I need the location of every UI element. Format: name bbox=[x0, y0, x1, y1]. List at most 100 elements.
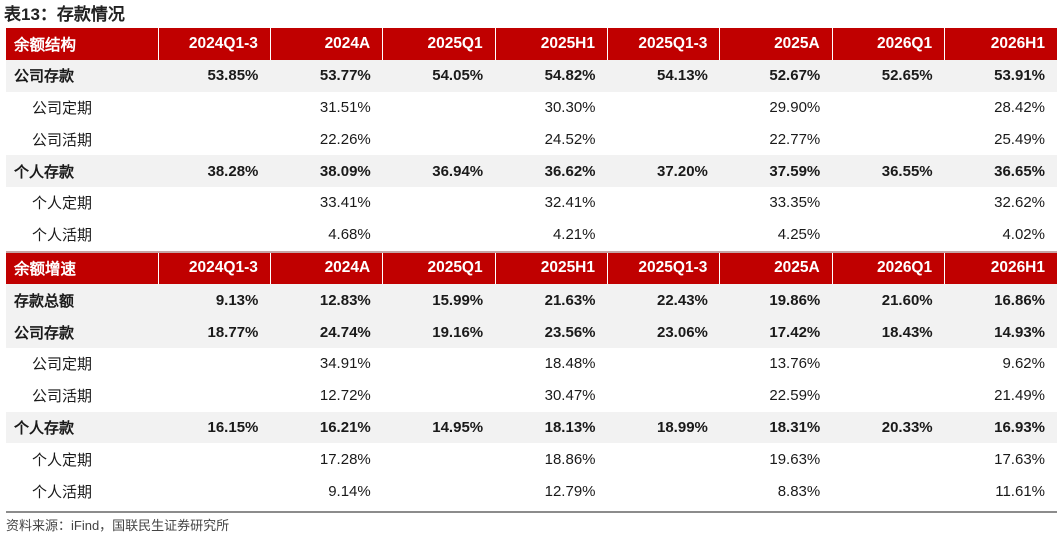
table-cell: 19.16% bbox=[382, 316, 496, 348]
table-cell bbox=[382, 443, 496, 476]
row-label: 公司活期 bbox=[6, 379, 158, 412]
row-label: 个人活期 bbox=[6, 218, 158, 252]
table-cell: 54.13% bbox=[607, 59, 720, 92]
table-cell: 12.79% bbox=[495, 475, 608, 507]
table-cell: 21.49% bbox=[944, 379, 1057, 412]
table-cell bbox=[607, 91, 720, 124]
table-cell: 38.09% bbox=[270, 155, 383, 187]
table-row: 公司定期 31.51% 30.30% 29.90% 28.42% bbox=[6, 91, 1057, 124]
table-cell bbox=[158, 443, 271, 476]
table-cell: 16.21% bbox=[270, 411, 383, 444]
table-cell: 31.51% bbox=[270, 91, 383, 124]
table-row: 个人定期 17.28% 18.86% 19.63% 17.63% bbox=[6, 443, 1057, 476]
table-cell bbox=[382, 91, 496, 124]
row-label: 个人定期 bbox=[6, 186, 158, 219]
table-cell: 21.60% bbox=[832, 284, 945, 317]
table-cell: 18.31% bbox=[719, 411, 833, 444]
table-cell: 20.33% bbox=[832, 411, 945, 444]
table-cell bbox=[158, 379, 271, 412]
table-row: 个人定期 33.41% 32.41% 33.35% 32.62% bbox=[6, 186, 1057, 219]
table-cell: 24.52% bbox=[495, 123, 608, 156]
table-cell bbox=[607, 186, 720, 219]
table-cell: 22.26% bbox=[270, 123, 383, 156]
table-cell: 4.25% bbox=[719, 218, 833, 252]
table-cell: 21.63% bbox=[495, 284, 608, 317]
table-cell: 12.72% bbox=[270, 379, 383, 412]
table-cell: 9.14% bbox=[270, 475, 383, 507]
source-note: 资料来源：iFind，国联民生证券研究所 bbox=[6, 518, 230, 533]
table-cell: 52.65% bbox=[832, 59, 945, 92]
table-row: 个人存款 38.28% 38.09% 36.94% 36.62% 37.20% 37.59%… bbox=[6, 155, 1057, 187]
column-header: 2025H1 bbox=[494, 250, 608, 285]
table-cell: 13.76% bbox=[719, 347, 833, 380]
table-cell: 4.02% bbox=[944, 218, 1057, 252]
table-cell: 36.94% bbox=[382, 155, 496, 187]
table-cell bbox=[158, 123, 271, 156]
table-cell: 18.13% bbox=[495, 411, 608, 444]
row-label: 个人定期 bbox=[6, 443, 158, 476]
table-cell bbox=[607, 218, 720, 252]
table-cell: 18.99% bbox=[607, 411, 720, 444]
row-label: 个人活期 bbox=[6, 475, 158, 507]
table-cell: 8.83% bbox=[719, 475, 833, 507]
table-cell: 18.77% bbox=[158, 316, 271, 348]
column-header: 2024A bbox=[269, 250, 383, 285]
column-header: 2025A bbox=[719, 28, 833, 60]
table-cell: 22.59% bbox=[719, 379, 833, 412]
table-cell bbox=[832, 379, 945, 412]
table-cell: 36.62% bbox=[495, 155, 608, 187]
table-cell: 30.47% bbox=[495, 379, 608, 412]
table-cell: 15.99% bbox=[382, 284, 496, 317]
table-cell: 38.28% bbox=[158, 155, 271, 187]
table-cell: 53.91% bbox=[944, 59, 1057, 92]
table-cell: 9.62% bbox=[944, 347, 1057, 380]
table-cell: 19.86% bbox=[719, 284, 833, 317]
table-cell: 52.67% bbox=[719, 59, 833, 92]
column-header: 2025Q1-3 bbox=[606, 250, 720, 285]
table-cell: 23.56% bbox=[495, 316, 608, 348]
column-header: 2025Q1-3 bbox=[606, 28, 720, 60]
table-cell bbox=[832, 123, 945, 156]
column-header: 2024Q1-3 bbox=[157, 28, 271, 60]
column-header: 2025A bbox=[719, 250, 833, 285]
table-cell: 9.13% bbox=[158, 284, 271, 317]
row-label: 公司活期 bbox=[6, 123, 158, 156]
table-cell bbox=[832, 218, 945, 252]
row-label: 存款总额 bbox=[6, 284, 158, 317]
table-title: 表13：存款情况 bbox=[4, 5, 125, 24]
row-label: 公司存款 bbox=[6, 59, 158, 92]
table-cell: 11.61% bbox=[944, 475, 1057, 507]
table-cell: 29.90% bbox=[719, 91, 833, 124]
column-header: 2026H1 bbox=[944, 250, 1057, 285]
table-cell: 14.93% bbox=[944, 316, 1057, 348]
table-cell bbox=[382, 347, 496, 380]
table-cell: 53.77% bbox=[270, 59, 383, 92]
table-cell bbox=[607, 123, 720, 156]
table-cell bbox=[832, 91, 945, 124]
table-cell: 4.68% bbox=[270, 218, 383, 252]
table-cell: 37.59% bbox=[719, 155, 833, 187]
table-cell bbox=[382, 475, 496, 507]
table-row: 公司定期 34.91% 18.48% 13.76% 9.62% bbox=[6, 347, 1057, 380]
table-cell bbox=[382, 218, 496, 252]
table-cell bbox=[832, 347, 945, 380]
table-cell: 32.41% bbox=[495, 186, 608, 219]
table-cell: 24.74% bbox=[270, 316, 383, 348]
table-cell bbox=[382, 123, 496, 156]
table-cell bbox=[607, 443, 720, 476]
row-label: 个人存款 bbox=[6, 155, 158, 187]
table-cell: 22.77% bbox=[719, 123, 833, 156]
table-cell: 17.28% bbox=[270, 443, 383, 476]
table-cell: 18.86% bbox=[495, 443, 608, 476]
table-cell: 54.05% bbox=[382, 59, 496, 92]
row-label: 公司定期 bbox=[6, 347, 158, 380]
table-cell bbox=[832, 475, 945, 507]
table-cell bbox=[382, 186, 496, 219]
table-cell: 36.65% bbox=[944, 155, 1057, 187]
table-cell bbox=[832, 443, 945, 476]
table-cell: 36.55% bbox=[832, 155, 945, 187]
column-header: 2026Q1 bbox=[831, 250, 945, 285]
table-cell: 14.95% bbox=[382, 411, 496, 444]
column-header: 2024A bbox=[269, 28, 383, 60]
table-cell: 18.48% bbox=[495, 347, 608, 380]
